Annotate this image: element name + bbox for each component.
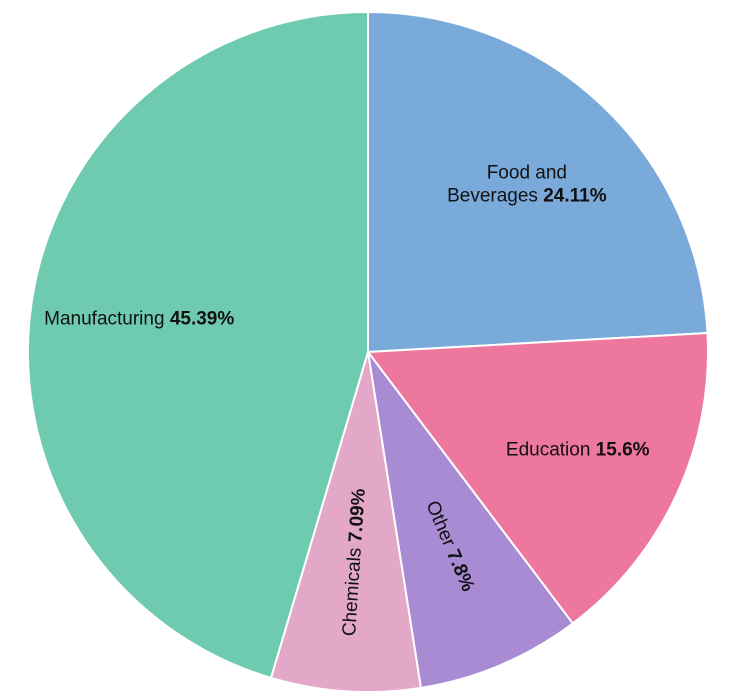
slice-label-food-and-beverages: Food and Beverages 24.11% — [447, 163, 607, 207]
slice-label-manufacturing: Manufacturing 45.39% — [44, 309, 234, 330]
slice-food-and-beverages — [367, 10, 709, 354]
slice-chemicals — [269, 351, 423, 693]
slice-label-text: Food and — [487, 163, 567, 184]
slice-value-text: 15.6% — [590, 439, 649, 460]
slice-label-text: Manufacturing — [44, 309, 164, 330]
slice-label-other: Other 7.8% — [421, 498, 478, 595]
slice-value-text: 45.39% — [165, 309, 235, 330]
pie-slices — [27, 10, 709, 693]
slice-other — [367, 351, 575, 690]
slice-label-education: Education 15.6% — [506, 439, 650, 460]
slice-value-text: 7.09% — [345, 488, 370, 549]
slice-manufacturing — [27, 10, 369, 680]
slice-value-text: 24.11% — [538, 186, 607, 207]
slice-label-text: Beverages — [447, 186, 538, 207]
slice-education — [366, 331, 709, 625]
slice-label-text: Education — [506, 439, 591, 460]
